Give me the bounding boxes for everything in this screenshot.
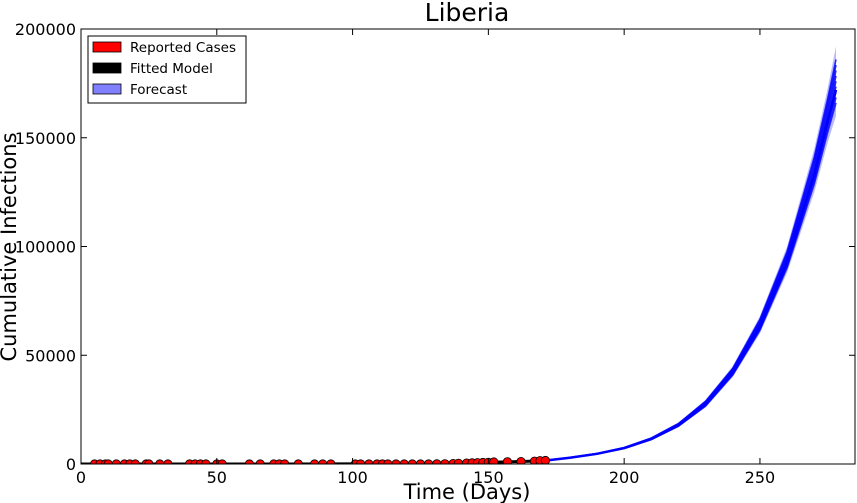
plot-area	[81, 46, 838, 464]
reported-case-point	[453, 458, 464, 464]
plot-clip-group	[81, 46, 838, 464]
reported-case-point	[516, 457, 526, 464]
forecast-sample-line	[548, 97, 837, 461]
x-tick-label: 200	[609, 468, 640, 487]
x-tick-label: 100	[337, 468, 368, 487]
legend-label: Forecast	[130, 82, 187, 98]
y-tick-label: 150000	[15, 129, 76, 148]
x-tick-label: 0	[76, 468, 86, 487]
legend-swatch	[92, 41, 122, 53]
reported-case-point	[502, 457, 512, 464]
y-tick-label: 50000	[25, 346, 76, 365]
chart-title: Liberia	[425, 0, 510, 27]
x-tick-label: 250	[745, 468, 776, 487]
forecast-sample-line	[548, 59, 837, 461]
forecast-sample-line	[548, 75, 837, 461]
forecast-sample-line	[548, 102, 837, 462]
legend-label: Reported Cases	[130, 40, 236, 56]
x-tick-label: 50	[207, 468, 227, 487]
y-tick-label: 200000	[15, 20, 76, 39]
forecast-band	[548, 46, 836, 461]
forecast-median-line	[547, 89, 838, 462]
y-axis-label: Cumulative Infections	[0, 132, 21, 361]
legend-swatch	[92, 62, 122, 74]
legend-swatch	[92, 83, 122, 95]
axes: 0 50 100 150 200 250 0 50000 100000 150000 200000	[15, 20, 855, 487]
forecast-sample-line	[548, 64, 837, 461]
forecast-sample-line	[548, 81, 837, 461]
x-tick-label: 150	[473, 468, 504, 487]
reported-case-point	[489, 457, 499, 464]
forecast-sample-line	[548, 86, 837, 461]
y-tick-label: 0	[66, 455, 76, 474]
legend-label: Fitted Model	[130, 61, 213, 77]
forecast-sample-line	[548, 91, 837, 461]
x-axis-label: Time (Days)	[403, 480, 531, 503]
y-tick-label: 100000	[15, 238, 76, 257]
forecast-sample-line	[548, 70, 837, 461]
legend: Reported Cases Fitted Model Forecast	[87, 35, 247, 104]
reported-case-point	[540, 455, 550, 464]
